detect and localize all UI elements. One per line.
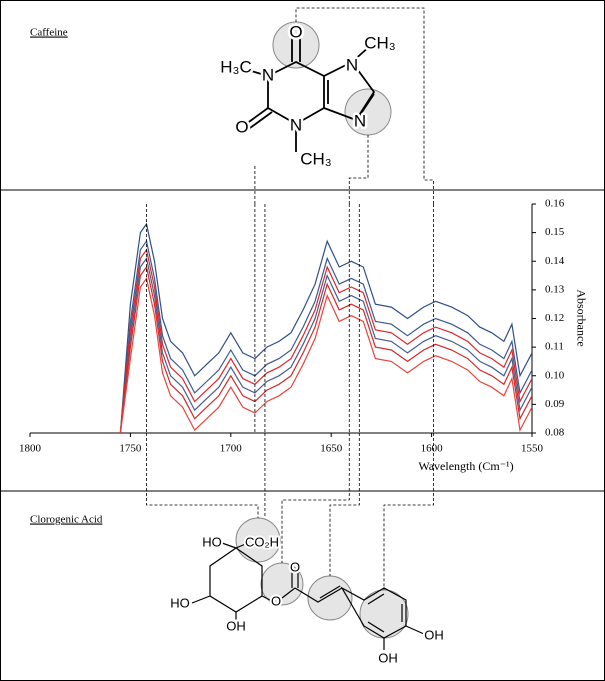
y-tick-label: 0.13 [545, 283, 565, 295]
atom-label: N [262, 65, 274, 84]
x-tick-label: 1600 [421, 443, 444, 455]
connector [146, 433, 259, 518]
y-tick-label: 0.14 [545, 255, 565, 267]
connector [348, 135, 369, 204]
x-tick-label: 1750 [119, 443, 142, 455]
atom-label: N [354, 111, 366, 130]
atom-label: HO [202, 534, 222, 549]
atom-label: CH₃ [364, 33, 395, 52]
atom-label: O [290, 559, 300, 574]
atom-label: N [290, 115, 302, 134]
atom-label: HO [170, 595, 190, 610]
connector [383, 433, 435, 590]
spectrum-line [119, 248, 532, 433]
x-tick-label: 1550 [521, 443, 544, 455]
spectrum-line [119, 222, 532, 433]
atom-label: OH [424, 627, 444, 642]
spectrum-line [119, 239, 532, 433]
caffeine-structure: O H₃C N N O N CH₃ CH₃ N [218, 20, 398, 171]
atom-label: H₃C [220, 57, 251, 76]
plot-area [119, 222, 532, 433]
y-tick-label: 0.15 [545, 226, 565, 238]
spectrum-line [119, 265, 532, 433]
atom-label: O [271, 593, 281, 608]
y-tick-label: 0.08 [545, 427, 565, 439]
atom-label: O [289, 22, 302, 41]
atom-label: O [235, 117, 248, 136]
spectrum-line [119, 276, 532, 433]
spectrum-line [119, 256, 532, 433]
y-tick-label: 0.09 [545, 398, 565, 410]
y-tick-label: 0.16 [545, 198, 565, 210]
x-tick-label: 1800 [19, 443, 42, 455]
y-axis-label: Absorbance [574, 289, 588, 346]
panel-caption: Clorogenic Acid [30, 514, 103, 526]
x-tick-label: 1650 [320, 443, 343, 455]
panel-caption: Caffeine [30, 27, 68, 39]
atom-label: CH₃ [300, 149, 331, 168]
x-tick-label: 1700 [220, 443, 243, 455]
connector [281, 433, 350, 563]
connector [329, 433, 360, 576]
chlorogenic-structure: HO CO₂H HO O O OH OH OH [168, 517, 446, 667]
connector [295, 7, 435, 204]
x-axis-label: Wavelength (Cm⁻¹) [418, 459, 513, 473]
atom-label: OH [226, 618, 246, 633]
y-tick-label: 0.11 [545, 341, 564, 353]
atom-label: N [346, 55, 358, 74]
atom-label: CO₂H [245, 534, 279, 549]
y-tick-label: 0.12 [545, 312, 564, 324]
y-tick-label: 0.10 [545, 369, 565, 381]
atom-label: OH [378, 650, 398, 665]
